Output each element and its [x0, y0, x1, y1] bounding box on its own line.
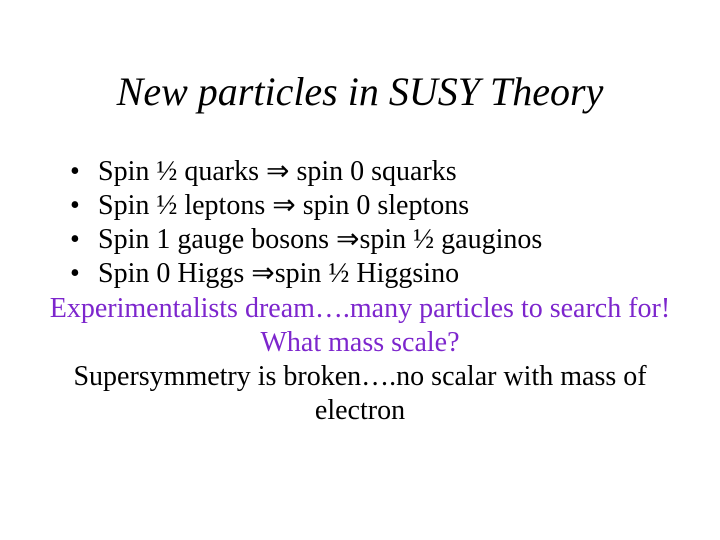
accent-line-2: What mass scale? — [30, 326, 690, 360]
bullet-text-after: spin ½ Higgsino — [275, 258, 459, 289]
arrow-icon: ⇒ — [251, 258, 274, 289]
arrow-icon: ⇒ — [266, 156, 289, 187]
bullet-item: Spin ½ leptons ⇒ spin 0 sleptons — [70, 189, 690, 223]
bullet-text-before: Spin 0 Higgs — [98, 258, 251, 289]
bullet-text-after: spin ½ gauginos — [359, 224, 542, 255]
bullet-item: Spin 1 gauge bosons ⇒spin ½ gauginos — [70, 223, 690, 257]
content-area: Spin ½ quarks ⇒ spin 0 squarks Spin ½ le… — [0, 155, 720, 428]
bullet-text-before: Spin ½ leptons — [98, 190, 272, 221]
arrow-icon: ⇒ — [272, 190, 295, 221]
bullet-item: Spin 0 Higgs ⇒spin ½ Higgsino — [70, 257, 690, 291]
slide-title: New particles in SUSY Theory — [0, 68, 720, 115]
bullet-text-after: spin 0 squarks — [289, 156, 456, 187]
closing-line: Supersymmetry is broken….no scalar with … — [30, 360, 690, 428]
bullet-text-after: spin 0 sleptons — [296, 190, 469, 221]
bullet-text-before: Spin 1 gauge bosons — [98, 224, 336, 255]
bullet-text-before: Spin ½ quarks — [98, 156, 266, 187]
bullet-list: Spin ½ quarks ⇒ spin 0 squarks Spin ½ le… — [30, 155, 690, 292]
accent-line-1: Experimentalists dream….many particles t… — [30, 292, 690, 326]
slide: New particles in SUSY Theory Spin ½ quar… — [0, 0, 720, 540]
arrow-icon: ⇒ — [336, 224, 359, 255]
bullet-item: Spin ½ quarks ⇒ spin 0 squarks — [70, 155, 690, 189]
